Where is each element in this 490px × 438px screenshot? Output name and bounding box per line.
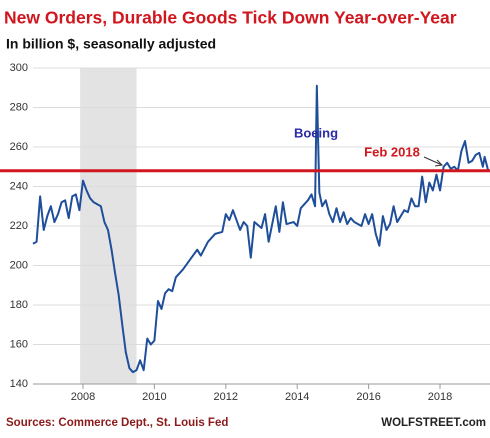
x-tick-label: 2018 xyxy=(428,391,452,403)
x-tick-label: 2012 xyxy=(214,391,238,403)
x-tick-label: 2016 xyxy=(356,391,380,403)
x-tick-label: 2008 xyxy=(71,391,95,403)
annotation: Feb 2018 xyxy=(364,144,420,159)
y-tick-label: 160 xyxy=(10,338,28,350)
y-tick-label: 300 xyxy=(10,62,28,74)
x-tick-label: 2014 xyxy=(285,391,309,403)
data-line xyxy=(32,84,490,374)
annotation: Boeing xyxy=(294,125,338,140)
y-tick-label: 180 xyxy=(10,299,28,311)
annotation-arrow xyxy=(423,156,444,167)
y-tick-label: 280 xyxy=(10,101,28,113)
y-tick-label: 260 xyxy=(10,141,28,153)
chart-subtitle: In billion $, seasonally adjusted xyxy=(6,36,216,52)
y-tick-label: 140 xyxy=(10,378,28,390)
y-tick-label: 240 xyxy=(10,180,28,192)
y-tick-label: 200 xyxy=(10,259,28,271)
brand: WOLFSTREET.com xyxy=(381,417,486,429)
source: Sources: Commerce Dept., St. Louis Fed xyxy=(6,417,228,429)
y-tick-label: 220 xyxy=(10,220,28,232)
chart-title: New Orders, Durable Goods Tick Down Year… xyxy=(4,8,457,28)
x-tick-label: 2010 xyxy=(142,391,166,403)
